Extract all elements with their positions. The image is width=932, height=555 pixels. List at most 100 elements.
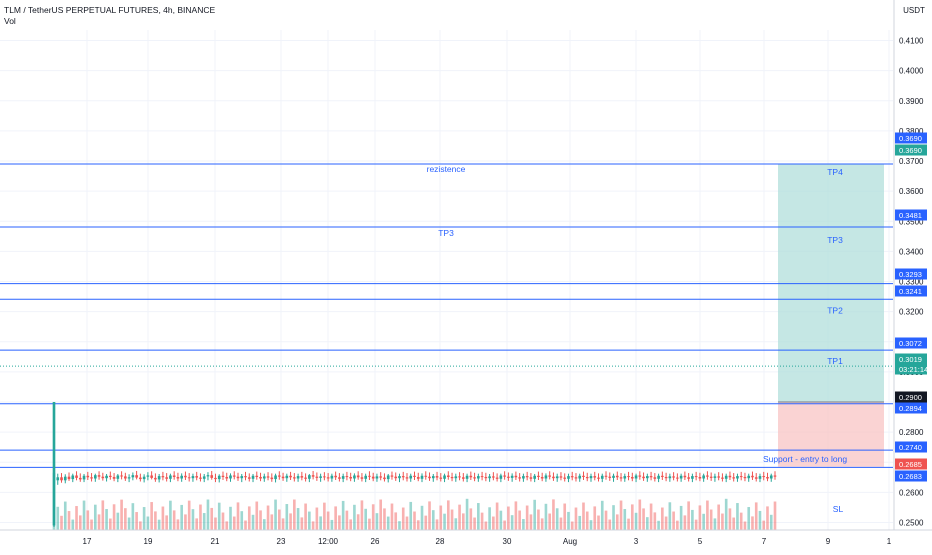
candle-body	[615, 475, 619, 478]
candle-body	[105, 475, 108, 479]
time-tick-label: 17	[83, 537, 92, 546]
volume-bar	[285, 504, 289, 530]
candle-body	[480, 476, 484, 478]
volume-bar	[244, 520, 247, 530]
volume-bar	[428, 501, 431, 530]
volume-bar	[315, 507, 319, 530]
candle-body	[473, 477, 476, 479]
volume-bar	[754, 502, 758, 530]
candle-body	[638, 475, 642, 477]
volume-bar	[713, 518, 717, 530]
price-tick-label: 0.3700	[899, 157, 924, 166]
candle-body	[488, 476, 491, 479]
price-tick-label: 0.3200	[899, 308, 924, 317]
time-axis[interactable]: 17 19 21 23 12:00 26 28 30 Aug 3 5 7 9 1	[83, 537, 892, 546]
grid-layer	[0, 30, 893, 530]
candle-body	[533, 475, 536, 479]
candle-body	[379, 476, 383, 478]
time-tick-label: 19	[144, 537, 153, 546]
volume-bar	[533, 499, 536, 530]
price-tick-label: 0.2600	[899, 488, 924, 497]
time-tick-label: 12:00	[318, 537, 339, 546]
volume-bar	[638, 499, 642, 530]
volume-bar	[255, 501, 259, 530]
candle-body	[454, 476, 458, 479]
candle-body	[184, 475, 187, 478]
volume-bar	[71, 519, 75, 530]
candle-body	[668, 476, 672, 479]
volume-bar	[627, 518, 630, 530]
candle-body	[694, 476, 698, 478]
candle-body	[405, 477, 409, 479]
volume-bar	[443, 513, 446, 530]
price-tick-label: 0.4000	[899, 67, 924, 76]
candle-body	[401, 476, 405, 478]
volume-bar	[683, 515, 687, 530]
volume-bar	[544, 503, 548, 530]
candle-body	[308, 475, 311, 479]
price-badge-label: 0.3241	[899, 287, 922, 296]
candle-body	[428, 476, 431, 479]
volume-bar	[150, 502, 153, 530]
volume-bar	[578, 515, 582, 530]
symbol-title: TLM / TetherUS PERPETUAL FUTURES, 4h, BI…	[4, 5, 216, 15]
candle-body	[296, 476, 300, 479]
annotations: rezistence TP3 TP4 TP3 TP2 TP1 Support - entry…	[427, 164, 848, 514]
candle-body	[751, 475, 754, 478]
candle-body	[698, 476, 702, 479]
candle-body	[529, 477, 533, 479]
candle-body	[150, 475, 153, 478]
candle-body	[135, 475, 138, 478]
volume-bar	[582, 502, 585, 530]
volume-bar	[353, 504, 356, 530]
annotation-label: SL	[833, 504, 844, 514]
price-badges: 0.3690 0.3690 0.3481 0.3293 0.3241 0.3072 0.30…	[895, 132, 928, 482]
candle-body	[728, 475, 732, 478]
candle-body	[646, 476, 649, 479]
volume-bar	[82, 500, 86, 530]
time-tick-label: Aug	[563, 537, 577, 546]
price-badge-label: 03:21:14	[899, 365, 928, 374]
candle-body	[499, 475, 503, 479]
volume-bar	[495, 502, 499, 530]
candle-body	[101, 476, 105, 479]
candle-body	[127, 477, 131, 479]
volume-bar	[751, 516, 754, 530]
volume-bar	[514, 501, 518, 530]
price-badge	[895, 132, 927, 144]
price-tick-label: 0.3400	[899, 247, 924, 256]
candle-body	[341, 476, 345, 479]
volume-indicator-label[interactable]: Vol	[4, 16, 16, 26]
volume-bar	[623, 509, 627, 530]
volume-bar	[191, 509, 195, 530]
position-zones	[778, 164, 884, 467]
candle-body	[439, 477, 443, 479]
candle-body	[630, 476, 634, 479]
candle-body	[60, 477, 63, 481]
volume-bar	[345, 510, 349, 530]
candle-body	[274, 475, 277, 480]
candle-body	[360, 477, 364, 479]
price-badge	[895, 144, 927, 156]
volume-bar	[251, 514, 255, 530]
volume-bar	[525, 505, 529, 530]
volume-bar	[323, 502, 326, 530]
candle-body	[319, 476, 322, 478]
candle-body	[142, 476, 146, 480]
volume-bar	[664, 516, 668, 530]
candle-body	[702, 475, 705, 479]
candle-body	[353, 475, 356, 479]
volume-bar	[300, 517, 304, 530]
volume-bar	[169, 500, 172, 530]
candle-body	[225, 476, 229, 479]
time-tick-label: 28	[436, 537, 445, 546]
volume-bar	[687, 501, 690, 530]
candle-body	[431, 476, 435, 479]
annotation-label: TP4	[827, 167, 843, 177]
candle-body	[56, 477, 60, 481]
volume-bar	[668, 502, 672, 530]
volume-bar	[221, 512, 225, 530]
horizontal-levels[interactable]	[0, 163, 893, 468]
